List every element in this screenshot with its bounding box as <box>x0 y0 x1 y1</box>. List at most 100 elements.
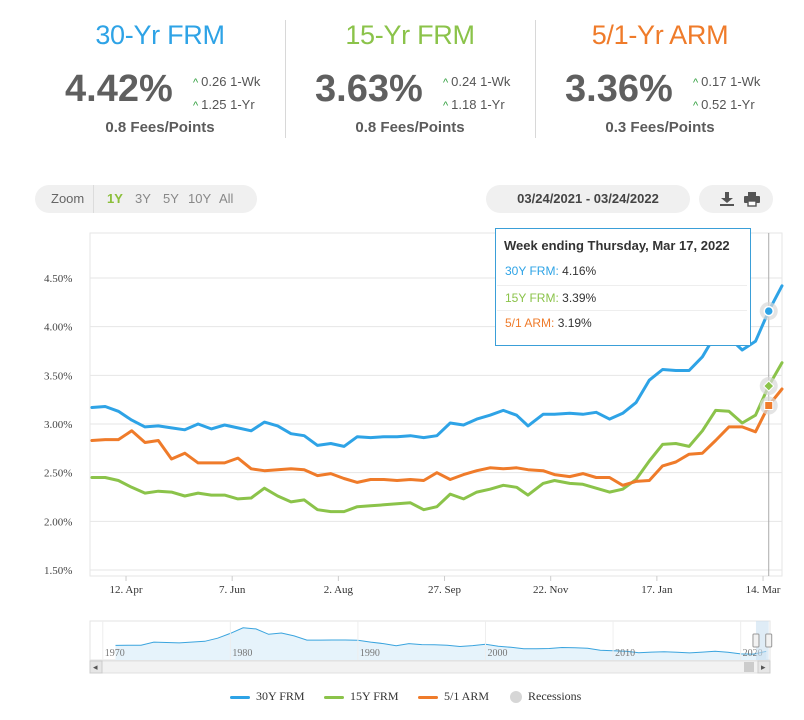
x-tick-label: 2. Aug <box>324 584 354 596</box>
tooltip-value: 3.19% <box>557 316 592 330</box>
navigator-year-label: 2000 <box>487 648 507 659</box>
navigator-selection <box>755 621 769 660</box>
zoom-10y-button[interactable]: 10Y <box>188 191 212 206</box>
zoom-1y-button[interactable]: 1Y <box>107 191 123 206</box>
chevron-right-icon: ▸ <box>761 662 766 672</box>
y-tick-label: 3.00% <box>44 419 72 431</box>
y-tick-label: 1.50% <box>44 565 72 577</box>
change-1yr: 1.18 1-Yr <box>451 97 505 112</box>
legend-label: 30Y FRM <box>256 689 305 703</box>
rate-summary: 30-Yr FRM 4.42% ^ 0.26 1-Wk ^ 1.25 1-Yr 0.… <box>0 0 804 150</box>
navigator-scrollbar <box>89 660 771 674</box>
download-icon[interactable] <box>718 191 736 207</box>
up-arrow-icon: ^ <box>693 100 699 112</box>
series-line-15y-frm <box>90 361 784 514</box>
chart-tooltip: Week ending Thursday, Mar 17, 2022 30Y F… <box>495 228 751 346</box>
legend-swatch <box>324 695 344 699</box>
navigator-year-label: 1980 <box>232 648 252 659</box>
card-changes: ^ 0.17 1-Wk ^ 0.52 1-Yr <box>693 71 760 117</box>
navigator-handle <box>765 633 773 648</box>
tooltip-label: 30Y FRM: <box>505 264 559 278</box>
card-title: 15-Yr FRM <box>345 20 475 50</box>
legend-swatch <box>510 691 522 704</box>
card-rate: 3.36% <box>565 68 673 110</box>
tooltip-value: 4.16% <box>562 264 597 278</box>
scroll-right-button <box>757 660 771 674</box>
up-arrow-icon: ^ <box>193 77 199 89</box>
legend-label: Recessions <box>528 689 582 703</box>
tooltip-row-30y: 30Y FRM: 4.16% <box>497 259 747 283</box>
navigator-year-label: 2020 <box>743 648 763 659</box>
navigator-year-label: 2010 <box>615 648 635 659</box>
navigator-line <box>115 627 767 655</box>
legend-item-30y[interactable]: 30Y FRM <box>230 689 305 704</box>
zoom-3y-button[interactable]: 3Y <box>135 191 151 206</box>
navigator-area <box>115 627 767 660</box>
tooltip-header: Week ending Thursday, Mar 17, 2022 <box>504 238 730 253</box>
y-tick-label: 2.00% <box>44 516 72 528</box>
legend-item-recessions[interactable]: Recessions <box>510 689 581 704</box>
summary-card-15yr: 15-Yr FRM 3.63% ^ 0.24 1-Wk ^ 1.18 1-Yr 0.… <box>285 18 535 148</box>
zoom-5y-button[interactable]: 5Y <box>163 191 179 206</box>
card-title: 5/1-Yr ARM <box>591 20 729 50</box>
legend-item-arm[interactable]: 5/1 ARM <box>418 689 489 704</box>
change-1wk: 0.17 1-Wk <box>701 74 761 89</box>
legend-label: 15Y FRM <box>350 689 399 703</box>
up-arrow-icon: ^ <box>193 100 199 112</box>
legend-swatch <box>418 695 438 699</box>
tooltip-label: 15Y FRM: <box>505 291 559 305</box>
card-title: 30-Yr FRM <box>95 20 225 50</box>
legend-label: 5/1 ARM <box>444 689 490 703</box>
card-fees: 0.3 Fees/Points <box>605 119 715 136</box>
x-tick-label: 17. Jan <box>641 584 673 596</box>
legend-swatch <box>230 695 250 699</box>
y-tick-label: 4.00% <box>44 322 72 334</box>
export-toolbar <box>699 185 773 213</box>
up-arrow-icon: ^ <box>443 100 449 112</box>
date-range-button[interactable]: 03/24/2021 - 03/24/2022 <box>486 185 690 213</box>
hover-marker <box>763 380 775 392</box>
change-1wk: 0.24 1-Wk <box>451 74 511 89</box>
x-tick-label: 27. Sep <box>428 584 462 596</box>
card-fees: 0.8 Fees/Points <box>105 119 215 136</box>
tooltip-value: 3.39% <box>562 291 597 305</box>
zoom-label: Zoom <box>51 191 85 206</box>
up-arrow-icon: ^ <box>693 77 699 89</box>
navigator-year-label: 1970 <box>105 648 125 659</box>
divider <box>285 20 286 138</box>
x-tick-label: 7. Jun <box>219 584 246 596</box>
change-1yr: 1.25 1-Yr <box>201 97 255 112</box>
chevron-left-icon: ◂ <box>93 662 98 672</box>
y-tick-label: 3.50% <box>44 370 72 382</box>
series-line-30y-frm <box>90 284 784 448</box>
zoom-all-button[interactable]: All <box>219 191 234 206</box>
card-fees: 0.8 Fees/Points <box>355 119 465 136</box>
card-rate: 4.42% <box>65 68 173 110</box>
hover-marker <box>763 305 774 317</box>
scrollbar-thumb <box>744 662 754 672</box>
navigator-handle <box>752 633 760 648</box>
x-tick-label: 12. Apr <box>110 584 143 596</box>
y-tick-label: 4.50% <box>44 273 72 285</box>
card-changes: ^ 0.26 1-Wk ^ 1.25 1-Yr <box>193 71 260 117</box>
card-rate: 3.63% <box>315 68 423 110</box>
tooltip-row-15y: 15Y FRM: 3.39% <box>497 285 747 311</box>
x-tick-label: 14. Mar <box>746 584 781 596</box>
tooltip-row-arm: 5/1 ARM: 3.19% <box>497 311 747 335</box>
hover-marker <box>764 401 774 411</box>
navigator-year-label: 1990 <box>360 648 380 659</box>
legend-item-15y[interactable]: 15Y FRM <box>324 689 399 704</box>
summary-card-30yr: 30-Yr FRM 4.42% ^ 0.26 1-Wk ^ 1.25 1-Yr 0.… <box>35 18 285 148</box>
tooltip-label: 5/1 ARM: <box>505 316 555 330</box>
y-tick-label: 2.50% <box>44 468 72 480</box>
divider <box>93 185 94 213</box>
x-tick-label: 22. Nov <box>533 584 569 596</box>
divider <box>535 20 536 138</box>
up-arrow-icon: ^ <box>443 77 449 89</box>
summary-card-arm: 5/1-Yr ARM 3.36% ^ 0.17 1-Wk ^ 0.52 1-Yr 0… <box>535 18 785 148</box>
print-icon[interactable] <box>743 191 761 207</box>
card-changes: ^ 0.24 1-Wk ^ 1.18 1-Yr <box>443 71 510 117</box>
zoom-selector: Zoom 1Y 3Y 5Y 10Y All <box>35 185 257 213</box>
series-line-5-1-arm <box>90 387 784 487</box>
